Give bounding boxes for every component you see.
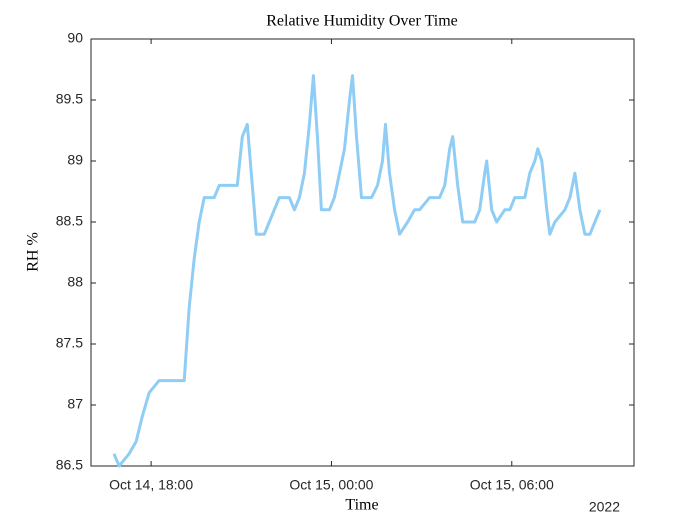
x-tick-label: Oct 15, 06:00	[470, 477, 554, 493]
y-axis-label: RH %	[25, 232, 42, 272]
plot-box	[90, 38, 635, 467]
y-tick-label: 88	[67, 274, 83, 290]
x-tick-label: Oct 15, 00:00	[289, 477, 373, 493]
y-tick-label: 89	[67, 152, 83, 168]
y-tick-label: 88.5	[56, 213, 83, 229]
y-tick-label: 86.5	[56, 457, 83, 473]
x-year-label: 2022	[589, 499, 620, 515]
y-tick-label: 90	[67, 30, 83, 46]
y-tick-label: 87	[67, 396, 83, 412]
x-tick-label: Oct 14, 18:00	[109, 477, 193, 493]
y-tick-label: 89.5	[56, 91, 83, 107]
data-line	[112, 74, 602, 468]
x-axis-label: Time	[345, 497, 378, 514]
chart-title: Relative Humidity Over Time	[266, 13, 458, 30]
y-tick-label: 87.5	[56, 335, 83, 351]
